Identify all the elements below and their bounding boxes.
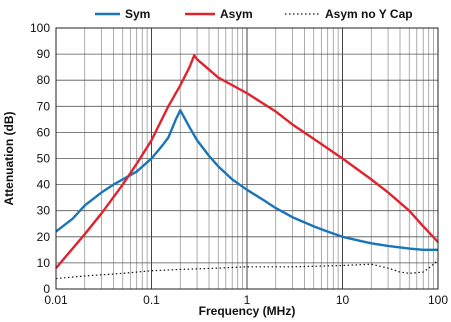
y-axis-title: Attenuation (dB)	[2, 112, 16, 206]
y-tick-label: 80	[37, 73, 51, 87]
legend: Sym Asym Asym no Y Cap	[95, 7, 413, 21]
x-tick-label: 10	[336, 293, 350, 307]
y-tick-label: 20	[37, 230, 51, 244]
x-tick-label: 1	[244, 293, 251, 307]
series-line-1	[55, 54, 439, 269]
tick-labels: 0.01 0.1 1 10 100 0 10 20 30 40 50 60 70 80 90 100	[30, 21, 448, 307]
y-tick-label: 10	[37, 256, 51, 270]
x-tick-label: 0.01	[44, 293, 68, 307]
series-line-2	[55, 259, 439, 280]
series-lines	[55, 54, 439, 280]
series-line-0	[55, 109, 438, 252]
x-tick-label: 100	[428, 293, 448, 307]
y-tick-label: 50	[37, 152, 51, 166]
y-tick-label: 0	[43, 282, 50, 296]
y-tick-label: 40	[37, 178, 51, 192]
x-axis-title: Frequency (MHz)	[199, 304, 296, 318]
y-tick-label: 100	[30, 21, 50, 35]
grid	[56, 28, 438, 289]
legend-label-1: Asym	[220, 7, 253, 21]
x-tick-label: 0.1	[143, 293, 160, 307]
plot-frame	[55, 27, 439, 290]
y-tick-label: 70	[37, 99, 51, 113]
y-tick-label: 90	[37, 47, 51, 61]
legend-label-0: Sym	[125, 7, 150, 21]
y-tick-label: 30	[37, 204, 51, 218]
y-tick-label: 60	[37, 125, 51, 139]
legend-label-2: Asym no Y Cap	[325, 7, 413, 21]
